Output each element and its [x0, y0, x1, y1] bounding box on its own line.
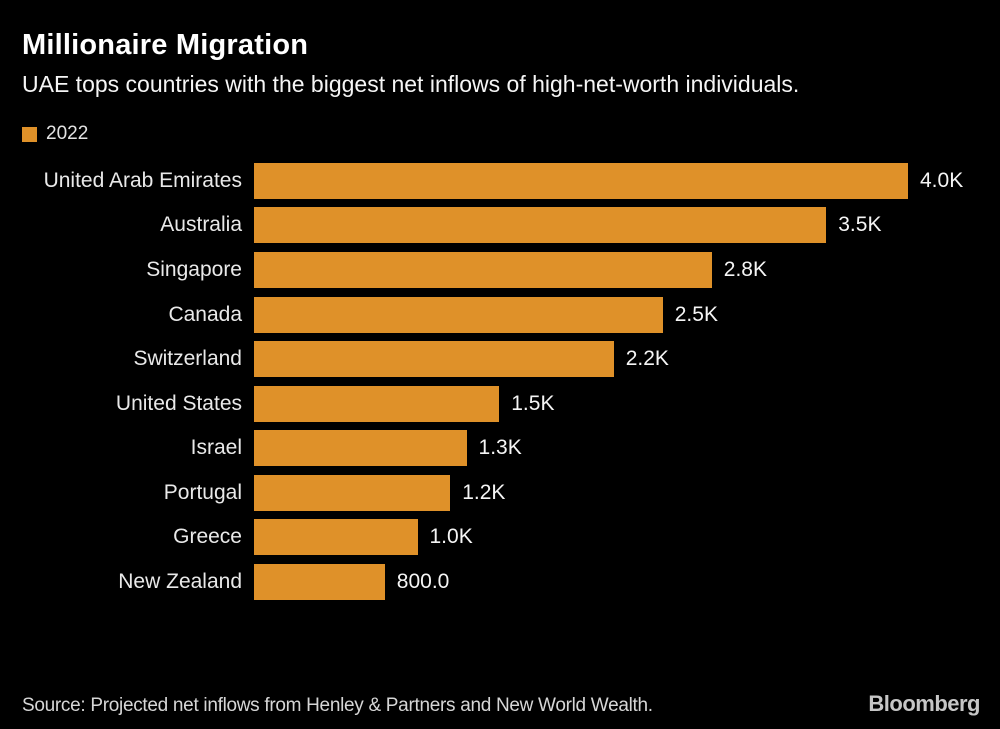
bar-row: Portugal 1.2K [22, 471, 1000, 516]
bar [254, 162, 908, 199]
footer: Source: Projected net inflows from Henle… [22, 691, 980, 717]
category-label: Singapore [146, 257, 242, 281]
category-label: Switzerland [133, 347, 242, 371]
value-label: 1.3K [478, 436, 522, 460]
legend-swatch-icon [22, 126, 37, 142]
bar-track: 800.0 [254, 564, 908, 601]
bar [254, 251, 712, 288]
source-note: Source: Projected net inflows from Henle… [22, 695, 653, 716]
bar [254, 430, 467, 467]
chart-title: Millionaire Migration [22, 29, 309, 61]
bar-track: 2.8K [254, 251, 908, 288]
bar-track: 1.5K [254, 385, 908, 422]
category-label: Greece [173, 525, 242, 549]
bar-row: Israel 1.3K [22, 426, 1000, 471]
category-label: Australia [160, 213, 242, 237]
legend: 2022 [22, 123, 1000, 145]
bar-track: 2.5K [254, 296, 908, 333]
value-label: 1.5K [511, 391, 555, 415]
bar-row: Singapore 2.8K [22, 248, 1000, 293]
category-label: New Zealand [118, 570, 242, 594]
bar [254, 519, 418, 556]
chart-subtitle: UAE tops countries with the biggest net … [22, 71, 800, 98]
bar [254, 385, 500, 422]
bar-track: 1.0K [254, 519, 908, 556]
value-label: 2.5K [674, 302, 718, 326]
bar-row: United States 1.5K [22, 381, 1000, 426]
bar [254, 296, 663, 333]
bar-track: 2.2K [254, 341, 908, 378]
value-label: 1.2K [462, 480, 506, 504]
bar [254, 564, 385, 601]
category-label: Portugal [163, 480, 242, 504]
value-label: 1.0K [429, 525, 473, 549]
bar-row: Greece 1.0K [22, 515, 1000, 560]
bar-row: Canada 2.5K [22, 292, 1000, 337]
bar-track: 3.5K [254, 207, 908, 244]
category-label: United Arab Emirates [43, 168, 242, 192]
bar-track: 1.2K [254, 474, 908, 511]
bar-row: Switzerland 2.2K [22, 337, 1000, 382]
category-label: Israel [190, 436, 242, 460]
value-label: 2.8K [723, 257, 767, 281]
bar-row: New Zealand 800.0 [22, 560, 1000, 605]
bar [254, 474, 451, 511]
chart-header: Millionaire Migration UAE tops countries… [0, 0, 1000, 100]
value-label: 3.5K [838, 213, 882, 237]
bar-track: 4.0K [254, 162, 963, 199]
category-label: United States [115, 391, 242, 415]
bar-row: Australia 3.5K [22, 203, 1000, 248]
bar-row: United Arab Emirates 4.0K [22, 158, 1000, 203]
bar-track: 1.3K [254, 430, 908, 467]
bloomberg-logo: Bloomberg [868, 691, 980, 716]
bar-chart: United Arab Emirates 4.0K Australia 3.5K Sin… [0, 158, 1000, 604]
value-label: 2.2K [625, 347, 669, 371]
legend-label: 2022 [46, 123, 89, 145]
bar [254, 341, 614, 378]
bar [254, 207, 827, 244]
category-label: Canada [168, 302, 242, 326]
value-label: 800.0 [396, 570, 450, 594]
value-label: 4.0K [920, 168, 964, 192]
